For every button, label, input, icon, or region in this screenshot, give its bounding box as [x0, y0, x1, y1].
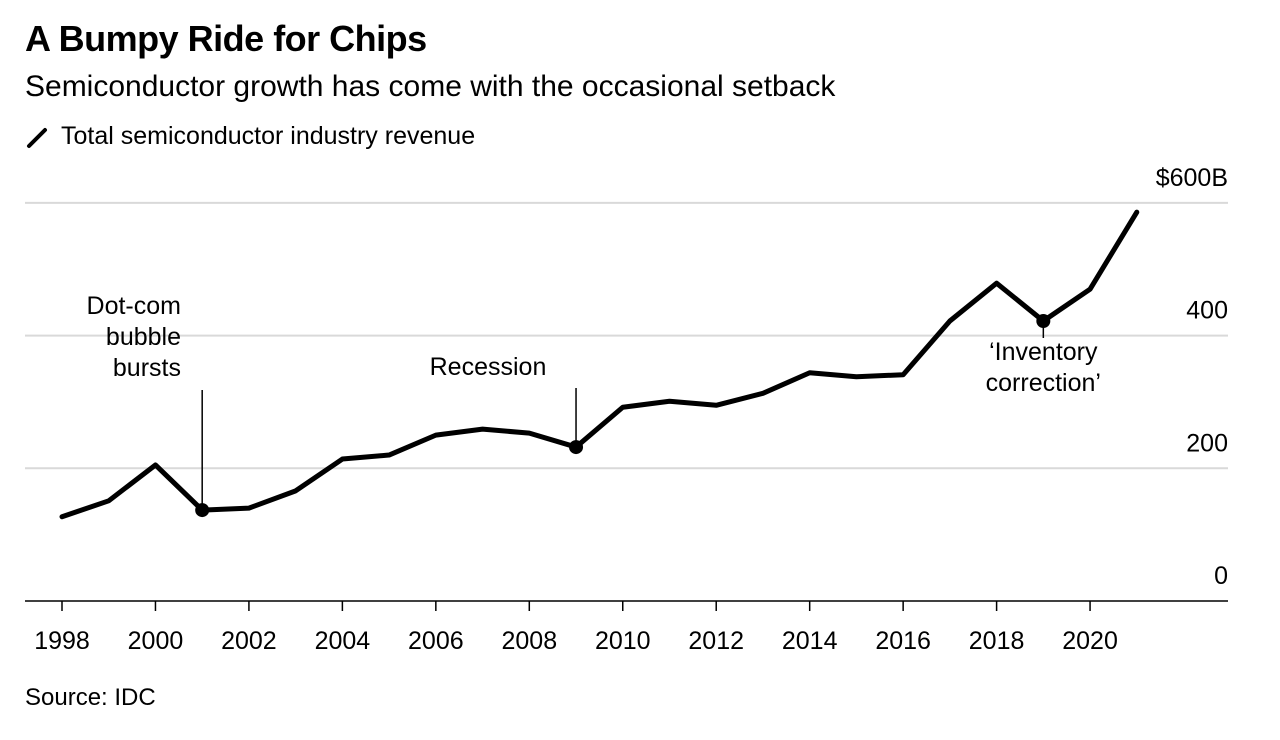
x-tick-label: 2002	[221, 627, 277, 655]
annotation-dotcom-text: bubble	[106, 323, 181, 351]
chart-subtitle: Semiconductor growth has come with the o…	[25, 70, 836, 103]
y-tick-label: 400	[1186, 297, 1228, 325]
legend: Total semiconductor industry revenue	[25, 122, 475, 151]
annotation-dotcom-text: bursts	[113, 354, 181, 382]
y-tick-label: $600B	[1156, 164, 1228, 192]
annotation-recession-marker	[569, 440, 584, 455]
x-tick-label: 2006	[408, 627, 464, 655]
x-tick-label: 2018	[969, 627, 1025, 655]
x-tick-label: 2016	[875, 627, 931, 655]
annotation-recession-text: Recession	[430, 353, 547, 381]
revenue-line	[59, 209, 1140, 520]
annotation-dotcom-marker	[195, 503, 210, 518]
chart-title: A Bumpy Ride for Chips	[25, 18, 427, 59]
x-tick-label: 2012	[688, 627, 744, 655]
annotation-inventory-text: correction’	[986, 369, 1101, 397]
x-tick-label: 2020	[1062, 627, 1118, 655]
legend-label: Total semiconductor industry revenue	[61, 122, 476, 150]
source-note: Source: IDC	[25, 684, 156, 711]
annotation-inventory-marker	[1036, 314, 1051, 329]
x-tick-label: 2004	[315, 627, 371, 655]
annotation-dotcom-text: Dot-com	[87, 292, 181, 320]
legend-line-icon	[27, 127, 47, 148]
x-tick-label: 2010	[595, 627, 651, 655]
x-tick-label: 2000	[128, 627, 184, 655]
x-tick-label: 2014	[782, 627, 838, 655]
x-tick-label: 1998	[34, 627, 90, 655]
x-tick-label: 2008	[501, 627, 557, 655]
annotation-inventory-text: ‘Inventory	[989, 338, 1098, 366]
y-tick-label: 200	[1186, 429, 1228, 457]
y-tick-label: 0	[1214, 562, 1228, 590]
